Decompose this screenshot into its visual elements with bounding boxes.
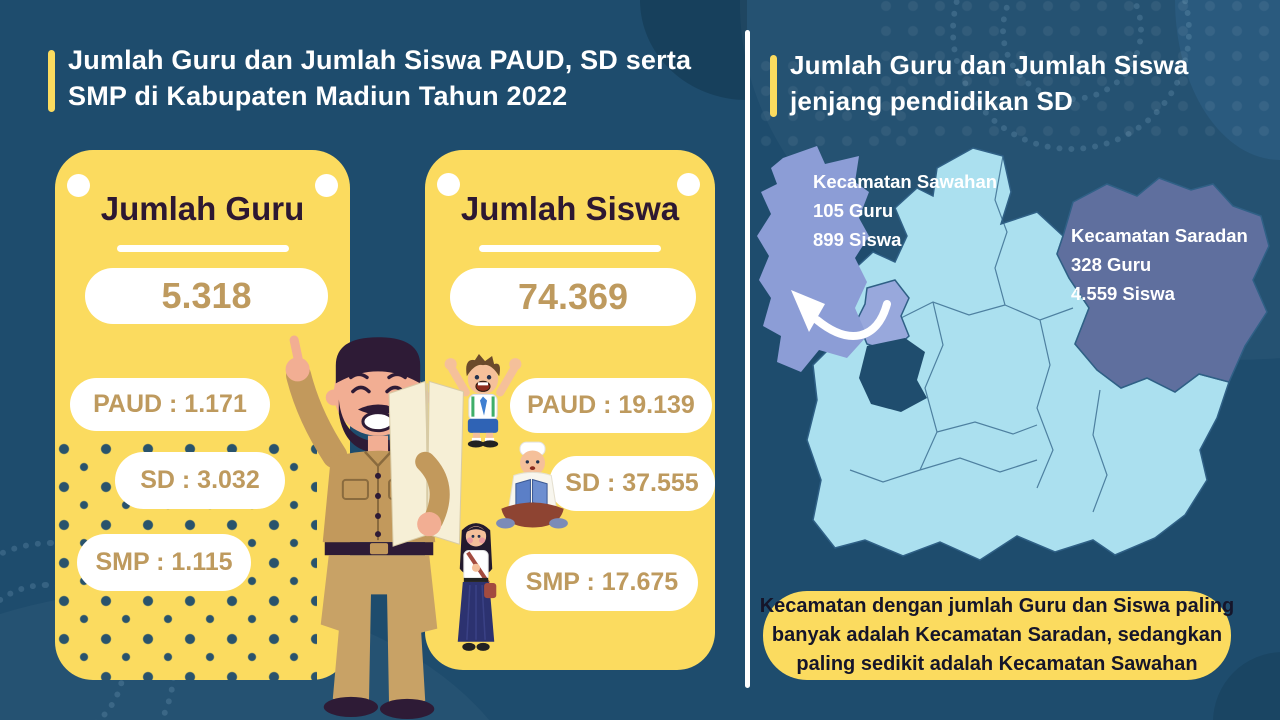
- guru-paud-pill: PAUD : 1.171: [70, 378, 270, 431]
- cheering-boy-illustration: [444, 354, 522, 448]
- siswa-card: Jumlah Siswa 74.369 PAUD : 19.139 SD : 3…: [425, 150, 715, 670]
- conclusion-note-text: Kecamatan dengan jumlah Guru dan Siswa p…: [760, 592, 1235, 679]
- title-accent-bar: [770, 55, 777, 117]
- pin-hole-decoration: [437, 173, 460, 196]
- sawahan-guru: 105 Guru: [813, 200, 894, 221]
- siswa-total-pill: 74.369: [450, 268, 696, 326]
- pin-hole-decoration: [315, 174, 338, 197]
- pin-hole-decoration: [677, 173, 700, 196]
- map-enclave-kota-madiun: [859, 338, 927, 412]
- dots-texture-decoration: [760, 60, 920, 150]
- left-panel-title: Jumlah Guru dan Jumlah Siswa PAUD, SD se…: [68, 42, 691, 114]
- note-line2: banyak adalah Kecamatan Saradan, sedangk…: [771, 624, 1223, 646]
- siswa-sd-pill: SD : 37.555: [549, 456, 715, 511]
- right-title-line1: Jumlah Guru dan Jumlah Siswa: [790, 50, 1189, 80]
- guru-smp-pill: SMP : 1.115: [77, 534, 251, 591]
- map-district-saradan: [1056, 177, 1270, 393]
- reading-boy-illustration: [496, 441, 568, 529]
- siswa-smp-pill: SMP : 17.675: [506, 554, 698, 611]
- saradan-siswa: 4.559 Siswa: [1071, 283, 1175, 304]
- sawahan-name: Kecamatan Sawahan: [813, 171, 998, 192]
- title-underline: [479, 245, 661, 252]
- guru-card: Jumlah Guru 5.318 PAUD : 1.171 SD : 3.03…: [55, 150, 350, 680]
- curved-arrow-icon: [813, 300, 891, 340]
- standing-girl-illustration: [457, 523, 497, 651]
- kabupaten-madiun-map: [757, 146, 1270, 561]
- right-title-line2: jenjang pendidikan SD: [790, 86, 1074, 116]
- panel-divider: [745, 30, 750, 688]
- teacher-illustration: [285, 335, 464, 719]
- curved-arrow-head: [791, 290, 825, 332]
- guru-card-title: Jumlah Guru: [100, 190, 305, 227]
- guru-total-pill: 5.318: [85, 268, 328, 324]
- sawahan-callout: Kecamatan Sawahan 105 Guru 899 Siswa: [813, 167, 997, 254]
- left-title-line2: SMP di Kabupaten Madiun Tahun 2022: [68, 81, 568, 111]
- conclusion-note: Kecamatan dengan jumlah Guru dan Siswa p…: [760, 591, 1234, 680]
- left-title-line1: Jumlah Guru dan Jumlah Siswa PAUD, SD se…: [68, 45, 692, 75]
- saradan-name: Kecamatan Saradan: [1071, 225, 1248, 246]
- right-panel-title: Jumlah Guru dan Jumlah Siswa jenjang pen…: [790, 47, 1189, 119]
- guru-sd-pill: SD : 3.032: [115, 452, 285, 509]
- saradan-guru: 328 Guru: [1071, 254, 1152, 275]
- map-sawahan-enlarged: [757, 146, 869, 372]
- siswa-card-title: Jumlah Siswa: [460, 190, 680, 227]
- map-district-borders: [849, 155, 1108, 513]
- siswa-paud-pill: PAUD : 19.139: [510, 378, 712, 433]
- note-line1: Kecamatan dengan jumlah Guru dan Siswa p…: [759, 595, 1235, 617]
- title-underline: [116, 245, 289, 252]
- title-accent-bar: [48, 50, 55, 112]
- note-line3: paling sedikit adalah Kecamatan Sawahan: [796, 653, 1198, 675]
- dots-texture-decoration: [880, 0, 1280, 150]
- sawahan-siswa: 899 Siswa: [813, 229, 902, 250]
- pin-hole-decoration: [67, 174, 90, 197]
- saradan-callout: Kecamatan Saradan 328 Guru 4.559 Siswa: [1071, 221, 1248, 308]
